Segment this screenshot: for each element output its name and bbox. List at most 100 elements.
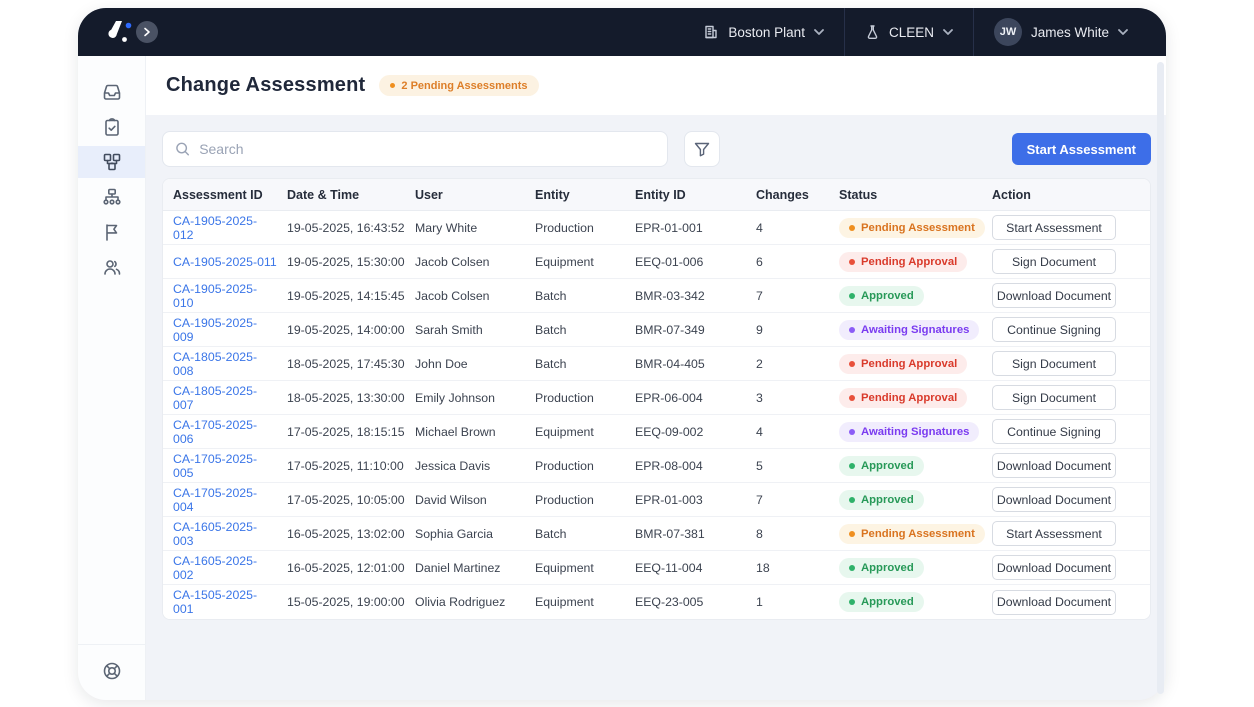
col-user: User xyxy=(415,187,443,202)
cell-entity-id: EEQ-01-006 xyxy=(635,254,704,269)
building-icon xyxy=(705,25,718,39)
row-action-button[interactable]: Download Document xyxy=(992,283,1116,308)
cell-user: David Wilson xyxy=(415,492,487,507)
cell-entity-id: EPR-01-001 xyxy=(635,220,703,235)
status-dot-icon xyxy=(849,599,855,605)
cell-changes: 6 xyxy=(756,254,763,269)
cell-entity: Batch xyxy=(535,288,567,303)
title-band: Change Assessment 2 Pending Assessments xyxy=(146,56,1166,115)
assessment-id-link[interactable]: CA-1505-2025-001 xyxy=(173,588,258,616)
row-action-button[interactable]: Continue Signing xyxy=(992,419,1116,444)
row-action-button[interactable]: Download Document xyxy=(992,453,1116,478)
logo-icon xyxy=(108,21,132,42)
cell-entity: Equipment xyxy=(535,254,594,269)
status-badge: Pending Approval xyxy=(839,251,968,272)
pending-assessments-badge: 2 Pending Assessments xyxy=(379,75,539,96)
row-action-button[interactable]: Start Assessment xyxy=(992,521,1116,546)
assessment-id-link[interactable]: CA-1705-2025-006 xyxy=(173,417,258,446)
workspace-selector[interactable]: CLEEN xyxy=(843,8,973,56)
cell-changes: 7 xyxy=(756,288,763,303)
assessment-id-link[interactable]: CA-1605-2025-003 xyxy=(173,519,258,548)
sidebar-item-inbox[interactable] xyxy=(78,76,145,108)
row-action-button[interactable]: Sign Document xyxy=(992,351,1116,376)
cell-changes: 1 xyxy=(756,595,763,609)
sidebar-item-hierarchy[interactable] xyxy=(78,181,145,213)
cell-date-time: 19-05-2025, 14:00:00 xyxy=(287,322,405,337)
row-action-button[interactable]: Download Document xyxy=(992,555,1116,580)
status-dot-icon xyxy=(849,292,855,299)
col-status: Status xyxy=(839,187,878,202)
sidebar-item-tasks[interactable] xyxy=(78,111,145,143)
sidebar-item-users[interactable] xyxy=(78,251,145,283)
assessment-id-link[interactable]: CA-1605-2025-002 xyxy=(173,553,258,582)
cell-user: Jacob Colsen xyxy=(415,254,490,269)
app-window: Boston Plant CLEEN JW James White xyxy=(78,8,1166,700)
start-assessment-button[interactable]: Start Assessment xyxy=(1011,133,1151,165)
cell-user: Daniel Martinez xyxy=(415,560,501,575)
site-selector[interactable]: Boston Plant xyxy=(683,8,844,56)
row-action-button[interactable]: Download Document xyxy=(992,589,1116,615)
table-row: CA-1905-2025-012 19-05-2025, 16:43:52 Ma… xyxy=(163,211,1150,245)
row-action-button[interactable]: Continue Signing xyxy=(992,317,1116,342)
status-badge: Awaiting Signatures xyxy=(839,421,980,442)
change-assessment-icon xyxy=(103,153,120,171)
sidebar-item-change-assessment[interactable] xyxy=(78,146,145,178)
col-entity: Entity xyxy=(535,187,570,202)
row-action-button[interactable]: Sign Document xyxy=(992,249,1116,274)
cell-date-time: 17-05-2025, 18:15:15 xyxy=(287,424,405,439)
search-input[interactable] xyxy=(199,141,655,157)
table-row: CA-1605-2025-003 16-05-2025, 13:02:00 So… xyxy=(163,517,1150,551)
page-title: Change Assessment xyxy=(166,74,366,96)
flags-icon xyxy=(105,224,117,241)
table-row: CA-1905-2025-010 19-05-2025, 14:15:45 Ja… xyxy=(163,279,1150,313)
assessment-id-link[interactable]: CA-1905-2025-009 xyxy=(173,315,258,344)
assessment-id-link[interactable]: CA-1705-2025-005 xyxy=(173,451,258,480)
user-name: James White xyxy=(1030,24,1109,40)
app-logo[interactable] xyxy=(78,19,136,45)
cell-entity: Batch xyxy=(535,356,567,371)
flask-icon xyxy=(867,25,878,39)
status-badge: Awaiting Signatures xyxy=(839,319,980,340)
cell-user: Sophia Garcia xyxy=(415,526,493,541)
badge-label: 2 Pending Assessments xyxy=(401,79,528,92)
table-row: CA-1605-2025-002 16-05-2025, 12:01:00 Da… xyxy=(163,551,1150,585)
cell-date-time: 19-05-2025, 16:43:52 xyxy=(287,220,405,235)
row-action-button[interactable]: Start Assessment xyxy=(992,215,1116,240)
assessment-id-link[interactable]: CA-1805-2025-007 xyxy=(173,383,258,412)
cell-entity-id: BMR-04-405 xyxy=(635,356,705,371)
cell-entity-id: BMR-07-349 xyxy=(635,322,705,337)
assessment-id-link[interactable]: CA-1905-2025-012 xyxy=(173,213,258,242)
assessment-id-link[interactable]: CA-1705-2025-004 xyxy=(173,485,258,514)
cell-date-time: 17-05-2025, 11:10:00 xyxy=(287,458,404,473)
assessment-id-link[interactable]: CA-1905-2025-010 xyxy=(173,281,258,310)
assessment-id-link[interactable]: CA-1905-2025-011 xyxy=(173,254,277,269)
cell-entity-id: EPR-06-004 xyxy=(635,390,703,405)
cell-entity: Equipment xyxy=(535,595,594,609)
sidebar-collapse-button[interactable] xyxy=(136,21,158,43)
site-label: Boston Plant xyxy=(728,24,805,40)
cell-date-time: 16-05-2025, 12:01:00 xyxy=(287,560,405,575)
filter-button[interactable] xyxy=(684,131,720,167)
row-action-button[interactable]: Sign Document xyxy=(992,385,1116,410)
chevron-down-icon xyxy=(1118,29,1128,35)
sidebar-item-help[interactable] xyxy=(78,655,145,687)
cell-changes: 4 xyxy=(756,424,763,439)
table-body: CA-1905-2025-012 19-05-2025, 16:43:52 Ma… xyxy=(163,211,1150,619)
user-menu[interactable]: JW James White xyxy=(972,8,1148,56)
main-area: Change Assessment 2 Pending Assessments xyxy=(146,56,1166,700)
table-row: CA-1705-2025-006 17-05-2025, 18:15:15 Mi… xyxy=(163,415,1150,449)
assessment-id-link[interactable]: CA-1805-2025-008 xyxy=(173,349,258,378)
row-action-button[interactable]: Download Document xyxy=(992,487,1116,512)
status-dot-icon xyxy=(849,496,855,503)
sidebar-item-flags[interactable] xyxy=(78,216,145,248)
filter-icon xyxy=(694,142,710,156)
status-badge: Pending Approval xyxy=(839,387,968,408)
status-badge: Pending Assessment xyxy=(839,523,985,544)
scrollbar-track[interactable] xyxy=(1157,62,1164,694)
col-action: Action xyxy=(992,187,1031,202)
status-dot-icon xyxy=(849,564,855,571)
status-dot-icon xyxy=(849,224,855,231)
cell-user: Olivia Rodriguez xyxy=(415,595,506,609)
status-dot-icon xyxy=(849,530,855,537)
table-header-row: Assessment ID Date & Time User Entity En… xyxy=(163,179,1150,211)
